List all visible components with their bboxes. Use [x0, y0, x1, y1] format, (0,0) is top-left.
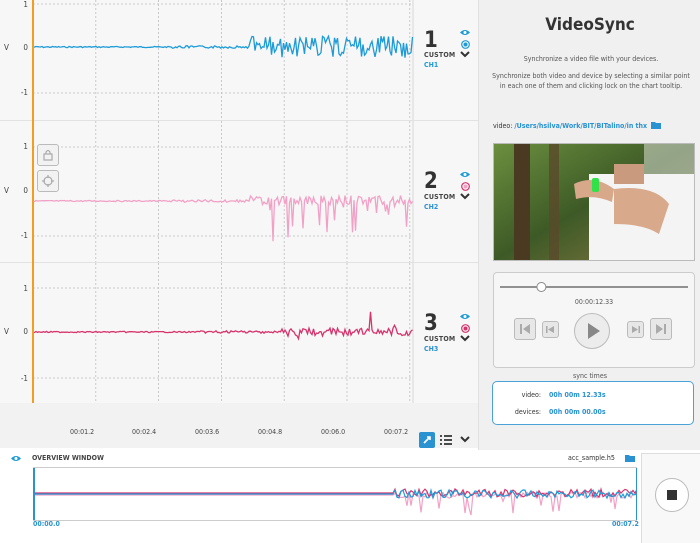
stop-panel [641, 453, 700, 543]
chevron-down-icon[interactable] [459, 51, 471, 62]
player-time: 00:00:12.33 [574, 298, 614, 306]
overview-file-name: acc_sample.h5 [568, 454, 615, 462]
videosync-panel: VideoSync Synchronize a video file with … [478, 0, 700, 450]
y-axis-label: V [4, 186, 9, 195]
signal-charts-area[interactable]: 1 0 -1 V 1 CUSTOM CH1 1 0 -1 V 2 CUSTOM … [0, 0, 478, 403]
y-tick: 0 [23, 43, 28, 52]
sync-times-box: video: 00h 00m 12.33s devices: 00h 00m 0… [492, 381, 694, 425]
step-forward-button[interactable] [627, 321, 644, 338]
signal-trace [32, 193, 414, 242]
video-label: video: [493, 122, 513, 130]
folder-icon[interactable] [625, 454, 636, 462]
radio-icon[interactable] [459, 40, 471, 51]
channel-name: CH3 [424, 345, 439, 353]
overview-trace [33, 488, 638, 500]
eye-icon[interactable] [459, 29, 471, 40]
channel-1: 1 0 -1 V 1 CUSTOM CH1 [0, 0, 478, 120]
channel-number: 2 [424, 169, 438, 194]
overview-end-time: 00:07.2 [612, 520, 639, 528]
cursor-button[interactable] [419, 432, 435, 448]
channel-separator [0, 262, 478, 263]
chevron-down-icon[interactable] [459, 193, 471, 204]
channel-controls [459, 171, 471, 204]
lock-icon [43, 149, 53, 161]
channel-name: CH1 [424, 61, 439, 69]
y-axis-label: V [4, 327, 9, 336]
sync-devices-value: 00h 00m 00.00s [549, 408, 606, 416]
y-tick: 0 [23, 186, 28, 195]
overview-window[interactable] [33, 467, 638, 521]
radio-icon[interactable] [459, 324, 471, 335]
signal-trace [32, 311, 413, 341]
overview-trace [33, 490, 638, 516]
sync-devices-label: devices: [514, 408, 541, 416]
chevron-down-icon[interactable] [459, 335, 471, 346]
y-tick: 1 [23, 0, 28, 9]
video-path-row: video: /Users/hsilva/Work/BIT/BITalino/i… [493, 121, 693, 130]
step-back-button[interactable] [542, 321, 559, 338]
panel-instructions: Synchronize both video and device by sel… [492, 72, 690, 90]
play-icon [588, 323, 600, 339]
signal-trace [32, 34, 414, 58]
video-frame[interactable] [493, 143, 695, 261]
list-button[interactable] [438, 432, 454, 448]
play-button[interactable] [574, 313, 610, 349]
folder-icon[interactable] [651, 121, 662, 129]
channel-3: 1 0 -1 V 3 CUSTOM CH3 [0, 263, 478, 403]
channel-type: CUSTOM [424, 335, 456, 343]
time-tick: 00:03.6 [195, 428, 220, 436]
channel-type: CUSTOM [424, 51, 456, 59]
sync-video-label: video: [521, 391, 541, 399]
channel-name: CH2 [424, 203, 439, 211]
cursor-icon [423, 436, 431, 444]
time-axis [0, 403, 478, 448]
time-tick: 00:04.8 [258, 428, 283, 436]
eye-icon[interactable] [11, 455, 21, 462]
sync-video-value: 00h 00m 12.33s [549, 391, 606, 399]
overview-header [0, 450, 640, 464]
list-icon [440, 435, 452, 445]
y-tick: 0 [23, 327, 28, 336]
lock-button[interactable] [37, 144, 59, 166]
eye-icon[interactable] [459, 313, 471, 324]
overview-title: OVERVIEW WINDOW [32, 454, 104, 462]
channel-controls [459, 29, 471, 62]
panel-subtitle: Synchronize a video file with your devic… [523, 55, 659, 63]
skip-end-button[interactable] [650, 318, 672, 340]
overview-start-time: 00:00.0 [33, 520, 60, 528]
crosshair-icon [42, 175, 54, 187]
y-tick: 1 [23, 142, 28, 151]
channel-type: CUSTOM [424, 193, 456, 201]
seek-slider[interactable] [500, 282, 688, 292]
chevron-down-icon[interactable] [457, 432, 473, 448]
stop-button[interactable] [655, 478, 689, 512]
target-button[interactable] [37, 170, 59, 192]
y-axis-label: V [4, 43, 9, 52]
signal-plot-svg[interactable] [0, 0, 478, 403]
channel-number: 1 [424, 28, 438, 53]
video-path[interactable]: /Users/hsilva/Work/BIT/BITalino/in thx [514, 122, 648, 130]
chart-toolbar [419, 432, 477, 448]
time-tick: 00:06.0 [321, 428, 346, 436]
y-tick: -1 [20, 88, 28, 97]
y-tick: 1 [23, 284, 28, 293]
overview-trace [33, 486, 638, 499]
video-player: 00:00:12.33 [493, 272, 695, 368]
channel-2: 1 0 -1 V 2 CUSTOM CH2 [0, 121, 478, 262]
sync-times-label: sync times [573, 372, 607, 380]
overview-plot-svg[interactable] [33, 468, 638, 520]
panel-title: VideoSync [545, 15, 635, 35]
y-tick: -1 [20, 231, 28, 240]
time-tick: 00:01.2 [70, 428, 95, 436]
channel-separator [0, 120, 478, 121]
skip-start-button[interactable] [514, 318, 536, 340]
channel-controls [459, 313, 471, 346]
time-tick: 00:02.4 [132, 428, 157, 436]
radio-icon[interactable] [459, 182, 471, 193]
eye-icon[interactable] [459, 171, 471, 182]
time-tick: 00:07.2 [384, 428, 409, 436]
y-tick: -1 [20, 374, 28, 383]
channel-number: 3 [424, 311, 438, 336]
